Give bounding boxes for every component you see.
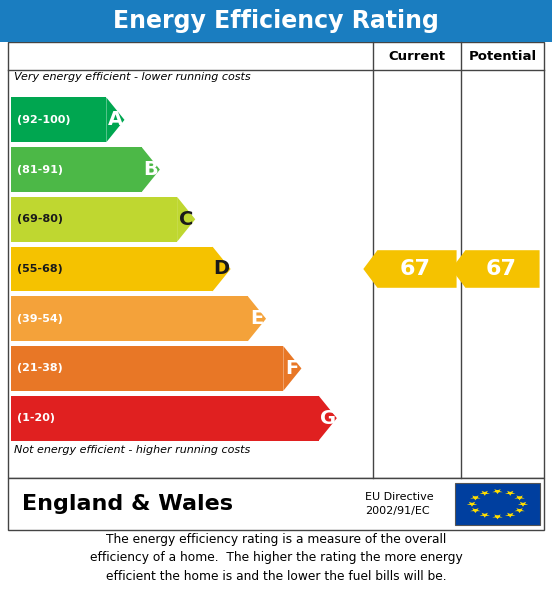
Polygon shape — [505, 491, 516, 496]
Text: (92-100): (92-100) — [17, 115, 71, 125]
Text: F: F — [286, 359, 299, 378]
Polygon shape — [319, 396, 337, 441]
Bar — [10, 97, 107, 142]
Text: E: E — [251, 309, 264, 328]
Bar — [10, 197, 177, 242]
Text: A: A — [108, 110, 123, 129]
Text: (69-80): (69-80) — [17, 215, 63, 224]
Text: (21-38): (21-38) — [17, 364, 63, 373]
Text: 67: 67 — [400, 259, 431, 279]
Text: C: C — [179, 210, 193, 229]
Polygon shape — [467, 502, 477, 507]
Polygon shape — [492, 489, 503, 494]
Bar — [10, 147, 142, 192]
Polygon shape — [492, 514, 503, 519]
Polygon shape — [283, 346, 301, 391]
Polygon shape — [177, 197, 195, 242]
Bar — [0, 0, 552, 42]
Polygon shape — [518, 502, 528, 507]
Text: (1-20): (1-20) — [17, 413, 55, 423]
Polygon shape — [363, 250, 457, 287]
Polygon shape — [470, 495, 481, 500]
Bar — [8, 42, 544, 478]
Text: Energy Efficiency Rating: Energy Efficiency Rating — [113, 9, 439, 33]
Polygon shape — [213, 246, 231, 291]
Polygon shape — [470, 508, 481, 513]
Text: Very energy efficient - lower running costs: Very energy efficient - lower running co… — [13, 72, 250, 82]
Polygon shape — [514, 508, 525, 513]
Text: Potential: Potential — [469, 50, 537, 63]
Polygon shape — [452, 250, 540, 287]
Text: G: G — [320, 409, 336, 428]
Text: (81-91): (81-91) — [17, 164, 63, 175]
Text: D: D — [214, 259, 230, 278]
Polygon shape — [505, 512, 516, 518]
Text: (55-68): (55-68) — [17, 264, 63, 274]
Polygon shape — [248, 296, 266, 341]
Text: England & Wales: England & Wales — [22, 494, 233, 514]
Bar — [8, 478, 544, 530]
Text: Current: Current — [389, 50, 445, 63]
Bar — [455, 483, 540, 525]
Polygon shape — [107, 97, 124, 142]
Bar — [10, 296, 248, 341]
Text: 67: 67 — [485, 259, 517, 279]
Text: (39-54): (39-54) — [17, 314, 63, 324]
Bar — [10, 246, 213, 291]
Polygon shape — [142, 147, 160, 192]
Bar — [10, 346, 283, 391]
Text: The energy efficiency rating is a measure of the overall
efficiency of a home.  : The energy efficiency rating is a measur… — [89, 533, 463, 583]
Text: B: B — [144, 160, 158, 179]
Polygon shape — [480, 491, 490, 496]
Polygon shape — [480, 512, 490, 518]
Text: Not energy efficient - higher running costs: Not energy efficient - higher running co… — [13, 445, 250, 455]
Bar — [10, 396, 319, 441]
Text: EU Directive
2002/91/EC: EU Directive 2002/91/EC — [365, 492, 434, 516]
Polygon shape — [514, 495, 525, 500]
